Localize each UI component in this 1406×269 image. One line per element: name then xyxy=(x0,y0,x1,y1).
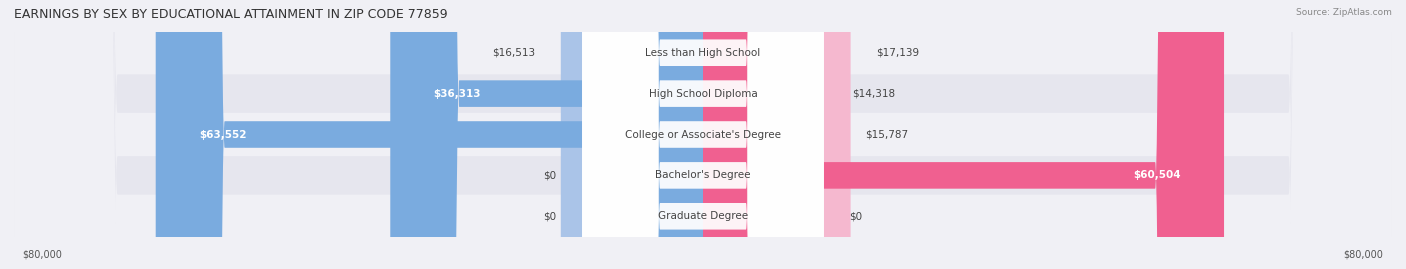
FancyBboxPatch shape xyxy=(14,0,1392,269)
Text: $16,513: $16,513 xyxy=(492,48,534,58)
FancyBboxPatch shape xyxy=(703,0,851,269)
Text: $60,504: $60,504 xyxy=(1133,170,1181,180)
Text: Graduate Degree: Graduate Degree xyxy=(658,211,748,221)
FancyBboxPatch shape xyxy=(561,0,703,269)
FancyBboxPatch shape xyxy=(14,0,1392,269)
Text: High School Diploma: High School Diploma xyxy=(648,89,758,99)
FancyBboxPatch shape xyxy=(582,0,824,269)
Text: EARNINGS BY SEX BY EDUCATIONAL ATTAINMENT IN ZIP CODE 77859: EARNINGS BY SEX BY EDUCATIONAL ATTAINMEN… xyxy=(14,8,447,21)
Text: $0: $0 xyxy=(849,211,862,221)
Text: $63,552: $63,552 xyxy=(198,129,246,140)
Text: $0: $0 xyxy=(544,170,557,180)
FancyBboxPatch shape xyxy=(703,0,1225,269)
FancyBboxPatch shape xyxy=(582,0,824,269)
FancyBboxPatch shape xyxy=(14,0,1392,269)
FancyBboxPatch shape xyxy=(582,0,824,269)
FancyBboxPatch shape xyxy=(582,0,824,269)
Text: $14,318: $14,318 xyxy=(852,89,896,99)
Text: College or Associate's Degree: College or Associate's Degree xyxy=(626,129,780,140)
Text: $17,139: $17,139 xyxy=(876,48,920,58)
FancyBboxPatch shape xyxy=(703,0,827,269)
Text: $80,000: $80,000 xyxy=(22,250,62,260)
Text: Bachelor's Degree: Bachelor's Degree xyxy=(655,170,751,180)
FancyBboxPatch shape xyxy=(14,0,1392,269)
FancyBboxPatch shape xyxy=(391,0,703,269)
FancyBboxPatch shape xyxy=(14,0,1392,269)
FancyBboxPatch shape xyxy=(156,0,703,269)
Text: $0: $0 xyxy=(544,211,557,221)
FancyBboxPatch shape xyxy=(582,0,824,269)
Text: $15,787: $15,787 xyxy=(865,129,908,140)
Text: $80,000: $80,000 xyxy=(1344,250,1384,260)
Text: Less than High School: Less than High School xyxy=(645,48,761,58)
Text: Source: ZipAtlas.com: Source: ZipAtlas.com xyxy=(1296,8,1392,17)
Text: $36,313: $36,313 xyxy=(433,89,481,99)
FancyBboxPatch shape xyxy=(703,0,839,269)
